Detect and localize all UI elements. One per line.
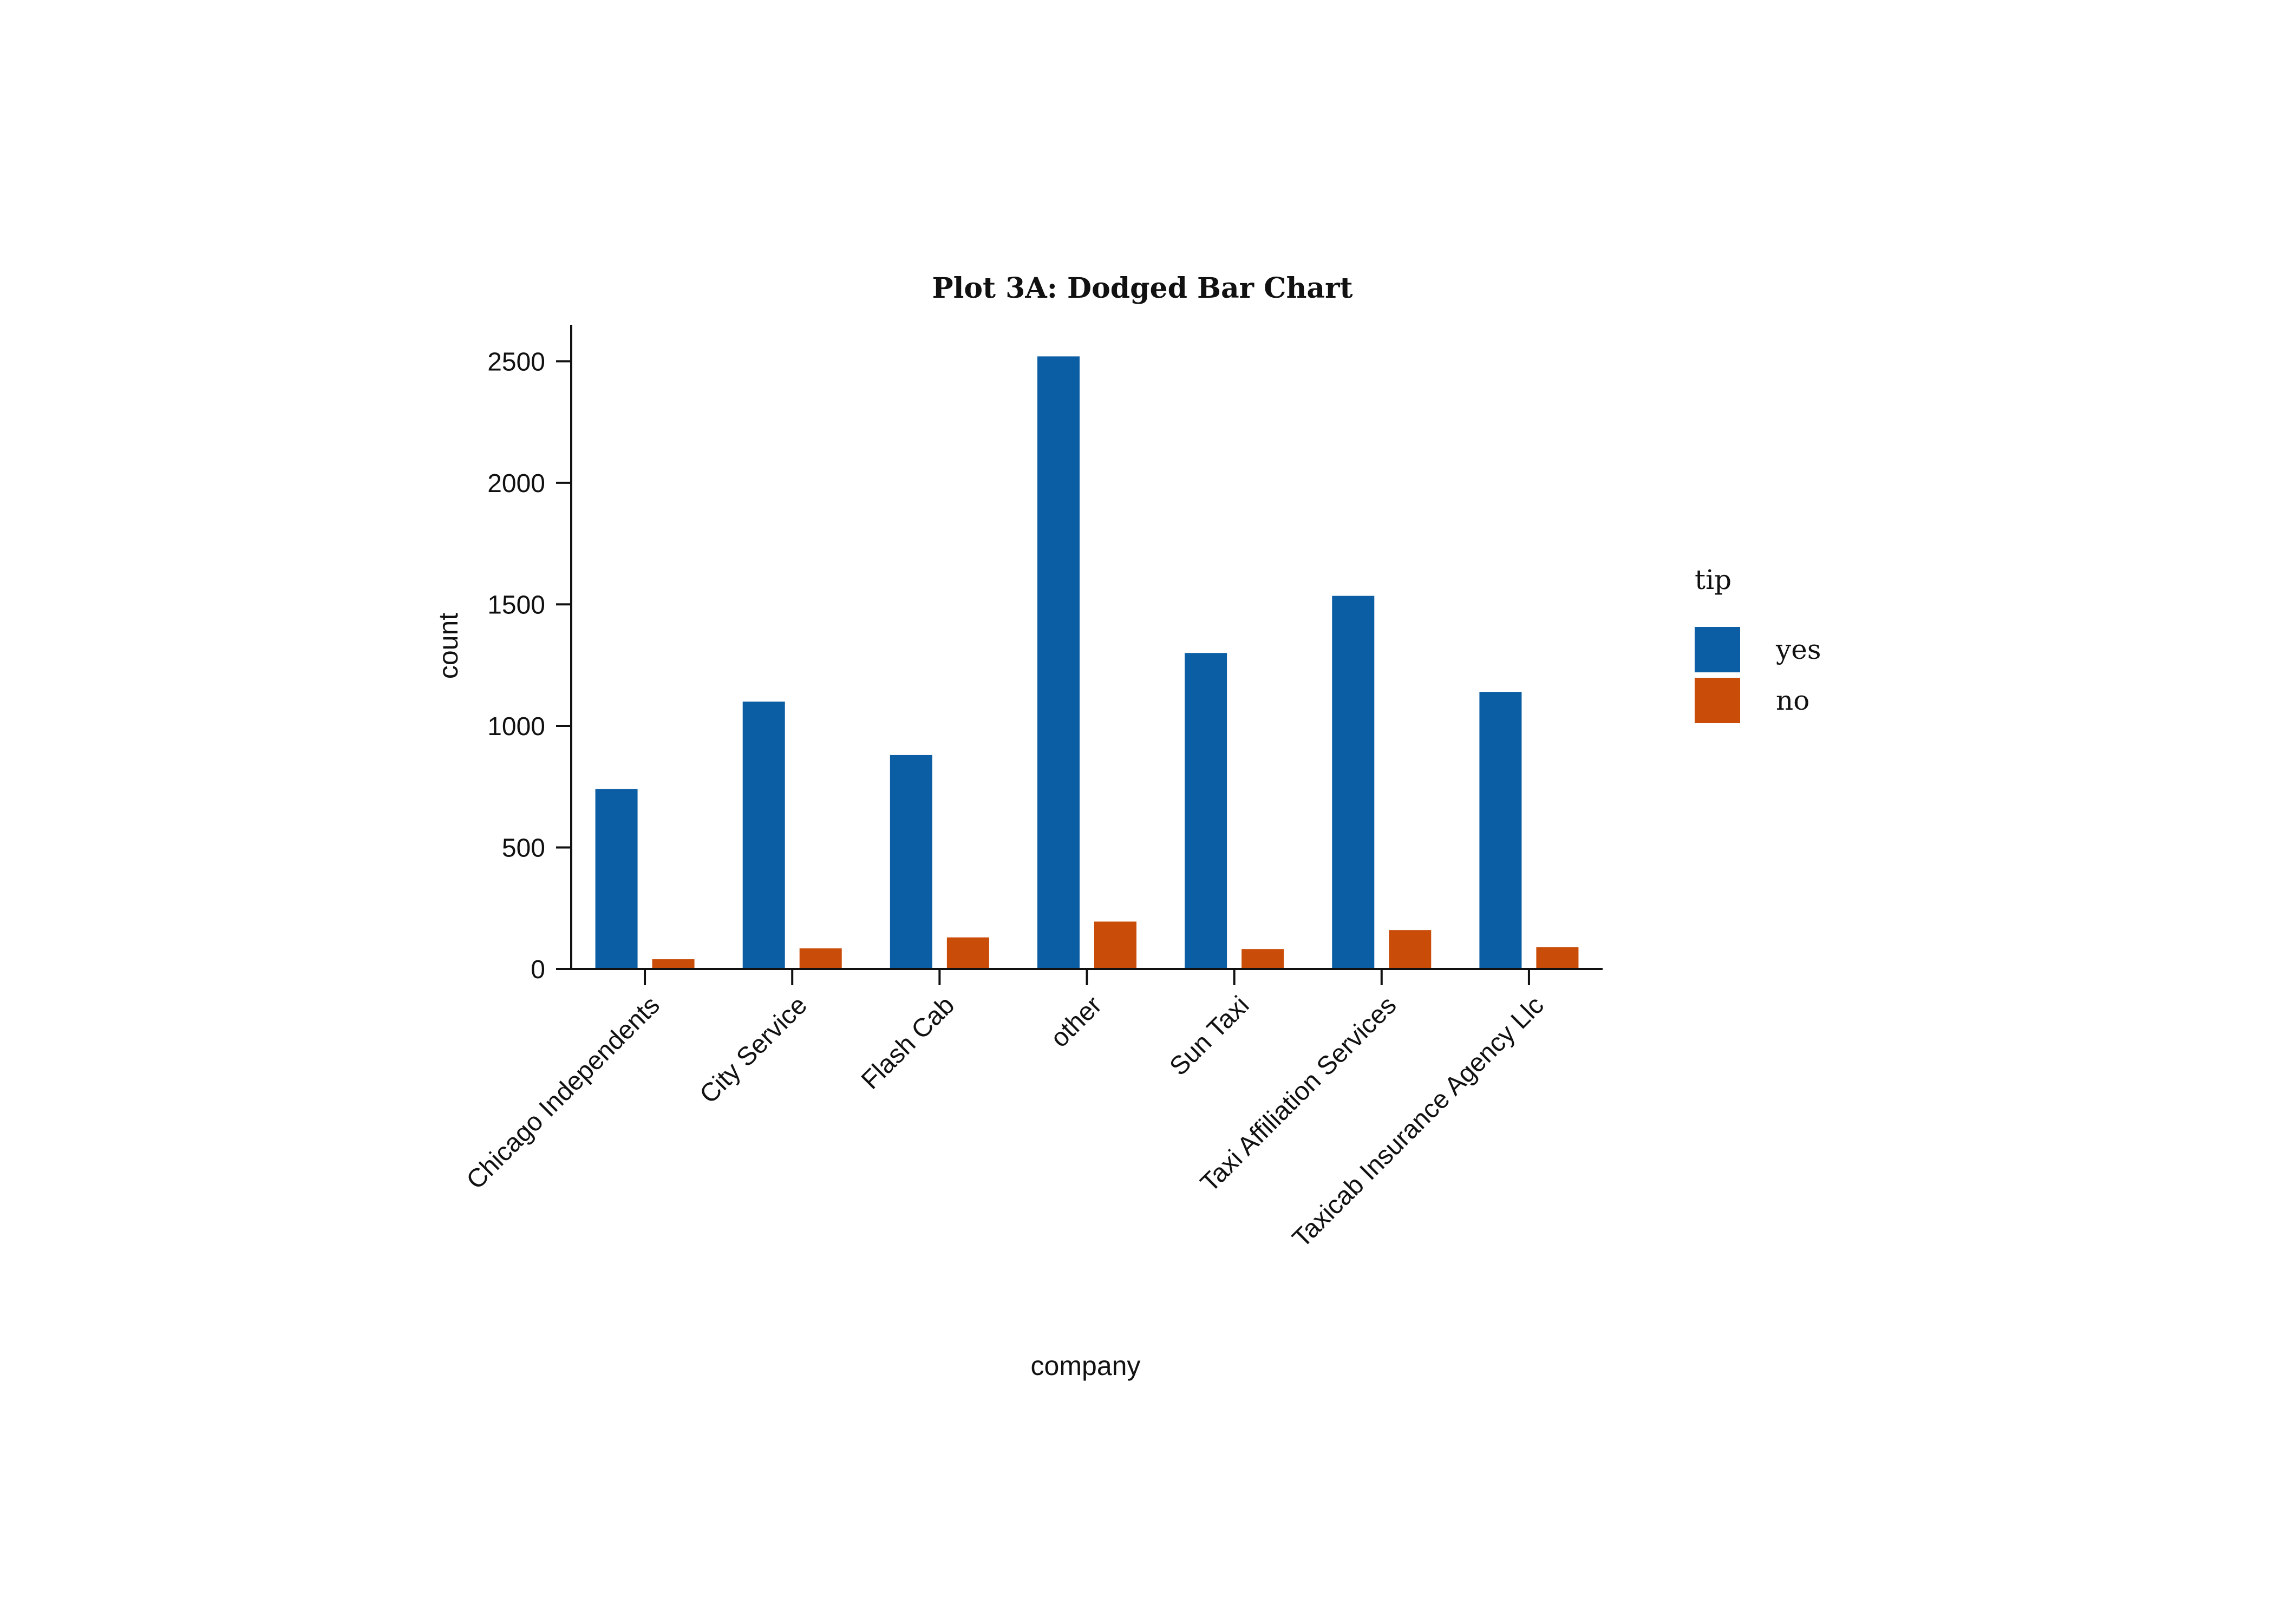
chart-title: Plot 3A: Dodged Bar Chart	[932, 272, 1353, 305]
bar-no-4	[1241, 949, 1284, 969]
bar-no-1	[799, 948, 842, 969]
y-tick-label-5: 2500	[487, 348, 545, 376]
legend: tip yes no	[1695, 564, 1821, 723]
y-tick-label-1: 500	[502, 834, 545, 862]
bar-no-5	[1389, 930, 1432, 969]
y-axis: 0 500 1000 1500 2000 2500	[487, 325, 572, 984]
y-axis-label: count	[433, 613, 463, 679]
bars-layer	[595, 356, 1579, 969]
legend-key-yes	[1695, 627, 1740, 672]
bar-yes-2	[890, 755, 932, 969]
y-tick-label-3: 1500	[487, 591, 545, 619]
y-tick-label-0: 0	[531, 955, 545, 984]
legend-title: tip	[1695, 564, 1731, 595]
bar-yes-5	[1332, 595, 1375, 969]
bar-no-2	[946, 937, 989, 969]
bar-yes-0	[595, 789, 638, 969]
y-tick-label-2: 1000	[487, 712, 545, 741]
legend-key-no	[1695, 678, 1740, 723]
bar-no-3	[1094, 921, 1136, 969]
x-axis-label: company	[1031, 1351, 1141, 1381]
bar-no-0	[652, 959, 695, 969]
legend-label-no: no	[1776, 685, 1809, 716]
bar-yes-6	[1479, 692, 1522, 969]
legend-items: yes no	[1695, 627, 1821, 723]
bar-no-6	[1536, 947, 1579, 969]
bar-yes-1	[742, 702, 785, 969]
y-tick-label-4: 2000	[487, 469, 545, 498]
legend-label-yes: yes	[1775, 634, 1821, 665]
bar-yes-3	[1037, 356, 1080, 969]
bar-yes-4	[1185, 653, 1227, 969]
